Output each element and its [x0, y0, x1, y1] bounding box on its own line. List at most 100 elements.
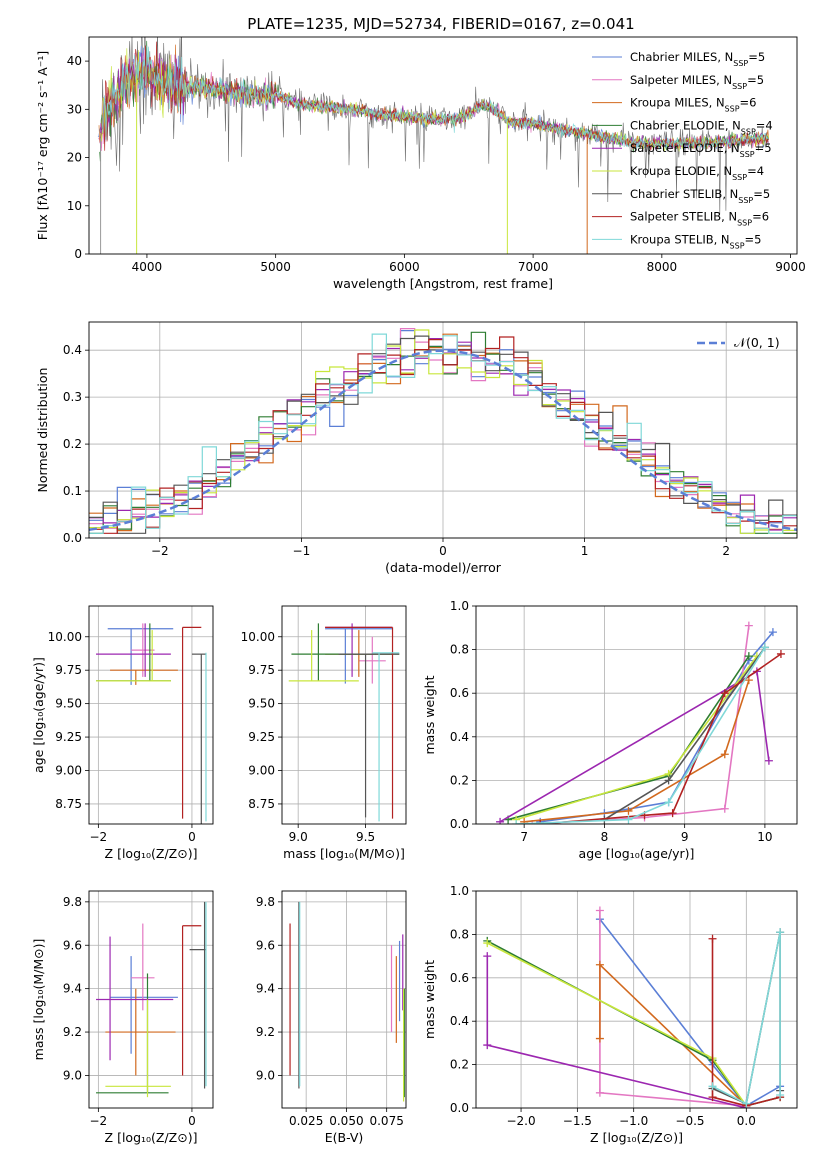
weight-point	[776, 1090, 785, 1099]
x-axis-label: wavelength [Angstrom, rest frame]	[333, 276, 553, 291]
y-tick-label: 0	[74, 247, 82, 261]
weight-point	[720, 689, 729, 698]
y-tick-label: 0.8	[450, 927, 469, 941]
plot-area	[289, 901, 405, 1102]
panel-age-vs-mass: 9.0 9.5 8.75 9.00 9.25 9.50 9.75 10.00 mass [log…	[241, 605, 407, 861]
y-tick-label: 9.00	[248, 764, 275, 778]
weight-point	[483, 1041, 492, 1050]
y-tick-label: 9.75	[248, 663, 275, 677]
weight-point	[708, 1093, 717, 1102]
weight-series-line	[599, 962, 747, 1107]
x-tick-label: 8000	[647, 260, 678, 274]
x-axis-label: Z [log₁₀(Z/Z⊙)]	[590, 1130, 683, 1145]
weight-series-line	[599, 918, 781, 1107]
weight-series-line	[486, 956, 747, 1108]
weight-series-line	[540, 631, 774, 823]
weight-series-line	[486, 942, 747, 1107]
x-tick-label: 0	[188, 1114, 196, 1128]
y-tick-label: 0.8	[450, 643, 469, 657]
x-tick-label: −0.5	[675, 1114, 704, 1128]
y-tick-label: 0.6	[450, 971, 469, 985]
x-tick-label: 5000	[260, 260, 291, 274]
plot-area	[96, 901, 207, 1098]
normal-curve	[89, 349, 797, 532]
y-tick-label: 9.75	[55, 663, 82, 677]
axes-frame	[475, 605, 798, 825]
weight-point	[668, 809, 677, 818]
y-tick-label: 9.6	[63, 938, 82, 952]
axes-frame	[88, 321, 798, 539]
weight-point	[595, 906, 604, 915]
x-tick-label: −2	[90, 1114, 108, 1128]
y-tick-label: 8.75	[248, 797, 275, 811]
weight-point	[744, 676, 753, 685]
y-axis-label: mass weight	[422, 675, 437, 754]
y-tick-label: 0.0	[63, 531, 82, 545]
legend-entry: Kroupa STELIB, NSSP=5	[630, 232, 761, 250]
weight-point	[744, 652, 753, 661]
y-tick-label: 0.4	[450, 1014, 469, 1028]
x-axis-label: age [log₁₀(age/yr)]	[579, 846, 695, 861]
y-tick-label: 20	[67, 151, 82, 165]
y-tick-label: 9.25	[55, 730, 82, 744]
x-tick-label: 2	[722, 544, 730, 558]
weight-point	[595, 960, 604, 969]
y-tick-label: 9.0	[256, 1068, 275, 1082]
weight-point	[595, 1088, 604, 1097]
legend: Chabrier MILES, NSSP=5 Salpeter MILES, NS…	[592, 50, 773, 250]
weight-point	[512, 820, 521, 824]
y-tick-label: 9.4	[63, 982, 82, 996]
y-tick-label: 8.75	[55, 797, 82, 811]
weight-point	[720, 804, 729, 813]
y-tick-label: 9.6	[256, 938, 275, 952]
legend-entry: Chabrier ELODIE, NSSP=4	[630, 118, 773, 136]
axes-frame	[88, 890, 214, 1109]
x-tick-label: 8	[601, 830, 609, 844]
x-tick-label: 0	[439, 544, 447, 558]
legend-entry: Kroupa MILES, NSSP=6	[630, 96, 756, 114]
y-tick-label: 9.50	[248, 697, 275, 711]
x-tick-label: 9.5	[356, 830, 375, 844]
x-tick-label: 6000	[389, 260, 420, 274]
weight-point	[776, 649, 785, 658]
weight-series-line	[711, 938, 781, 1107]
weight-point	[624, 806, 633, 815]
y-tick-label: 10	[67, 199, 82, 213]
weight-series-line	[515, 655, 758, 821]
y-tick-label: 0.0	[450, 817, 469, 831]
figure-title: PLATE=1235, MJD=52734, FIBERID=0167, z=0…	[247, 15, 634, 33]
weight-point	[520, 817, 529, 824]
histogram-series	[89, 333, 797, 534]
y-tick-label: 9.8	[63, 895, 82, 909]
y-tick-label: 10.00	[241, 630, 275, 644]
y-tick-label: 0.6	[450, 686, 469, 700]
weight-point	[664, 798, 673, 807]
x-axis-label: (data-model)/error	[385, 560, 502, 575]
y-tick-label: 30	[67, 102, 82, 116]
legend-entry: Kroupa ELODIE, NSSP=4	[630, 164, 764, 182]
y-tick-label: 0.2	[450, 773, 469, 787]
x-tick-label: −2	[151, 544, 169, 558]
panel-mass-weight-vs-Z: −2.0 −1.5 −1.0 −0.5 0.0 0.0 0.2 0.4 0.6 0.8 1.0 Z […	[422, 884, 798, 1145]
x-tick-label: 10	[757, 830, 772, 844]
legend-entry: Salpeter STELIB, NSSP=6	[630, 210, 769, 228]
x-axis-label: Z [log₁₀(Z/Z⊙)]	[105, 1130, 198, 1145]
y-tick-label: 40	[67, 54, 82, 68]
x-tick-label: −1.0	[619, 1114, 648, 1128]
y-tick-label: 9.8	[256, 895, 275, 909]
axes-frame	[281, 890, 407, 1109]
x-tick-label: −2.0	[506, 1114, 535, 1128]
y-tick-label: 1.0	[450, 884, 469, 898]
x-tick-label: 0.075	[369, 1114, 403, 1128]
x-tick-label: 0.0	[737, 1114, 756, 1128]
weight-point	[760, 643, 769, 652]
legend-entry: Chabrier STELIB, NSSP=5	[630, 187, 770, 205]
weight-point	[708, 934, 717, 943]
x-tick-label: 0.025	[289, 1114, 323, 1128]
weight-point	[708, 1082, 717, 1091]
y-tick-label: 9.00	[55, 764, 82, 778]
y-tick-label: 9.2	[63, 1025, 82, 1039]
plot-area	[483, 906, 785, 1108]
y-tick-label: 0.3	[63, 390, 82, 404]
weight-point	[768, 628, 777, 637]
